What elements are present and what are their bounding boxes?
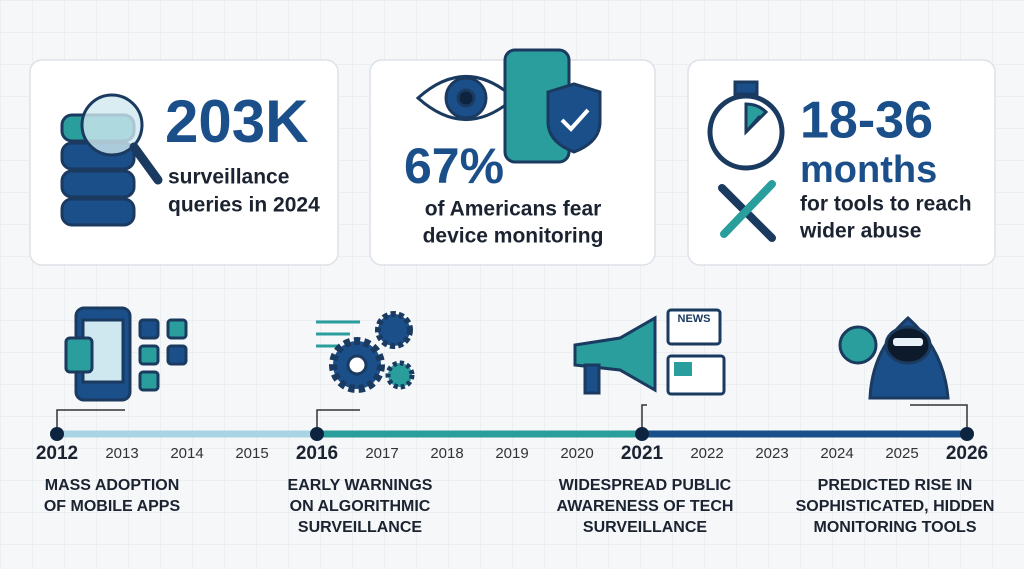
hacker-icon	[838, 315, 950, 400]
stat-value: 203K	[165, 88, 308, 155]
connector	[910, 404, 968, 434]
stat-value: 18-36	[800, 92, 933, 150]
milestone-label: SURVEILLANCE	[298, 519, 422, 536]
eye-phone-icon	[415, 48, 602, 164]
database-icon	[60, 93, 163, 227]
stat-text: device monitoring	[423, 225, 604, 248]
year-label: 2024	[820, 445, 853, 462]
year-label: 2026	[946, 443, 988, 464]
stat-value: 67%	[404, 138, 504, 194]
year-label: 2014	[170, 445, 203, 462]
year-label: 2022	[690, 445, 723, 462]
year-label: 2025	[885, 445, 918, 462]
year-label: 2017	[365, 445, 398, 462]
stat-text: surveillance	[168, 166, 289, 189]
connector	[641, 404, 647, 434]
year-label: 2013	[105, 445, 138, 462]
milestone-dot	[310, 427, 324, 441]
year-label: 2020	[560, 445, 593, 462]
timeline: 2012 2013 2014 2015 2016 2017 2018 2019 2020 2021…	[36, 404, 995, 536]
gears-icon	[316, 311, 415, 393]
milestone-label: EARLY WARNINGS	[288, 477, 433, 494]
megaphone-news-icon: NEWS	[573, 308, 726, 396]
milestone-label: WIDESPREAD PUBLIC	[559, 477, 732, 494]
year-label: 2015	[235, 445, 268, 462]
milestone-dot	[960, 427, 974, 441]
milestone-label: AWARENESS OF TECH	[557, 498, 734, 515]
milestone-label: MONITORING TOOLS	[814, 519, 977, 536]
year-label: 2016	[296, 443, 338, 464]
stat-text: wider abuse	[799, 220, 921, 243]
year-label: 2021	[621, 443, 664, 464]
year-label: 2023	[755, 445, 788, 462]
milestone-label: OF MOBILE APPS	[44, 498, 181, 515]
news-text: NEWS	[678, 313, 711, 325]
connector	[316, 409, 360, 434]
milestone-dot	[50, 427, 64, 441]
stat-text: of Americans fear	[425, 198, 602, 221]
year-label: 2018	[430, 445, 463, 462]
milestone-label: ON ALGORITHMIC	[290, 498, 431, 515]
milestone-label: SOPHISTICATED, HIDDEN	[796, 498, 995, 515]
stat-text: for tools to reach	[800, 193, 972, 216]
stat-text: months	[800, 149, 937, 191]
milestone-dot	[635, 427, 649, 441]
milestone-label: PREDICTED RISE IN	[818, 477, 973, 494]
milestone-label: SURVEILLANCE	[583, 519, 707, 536]
year-label: 2019	[495, 445, 528, 462]
year-label: 2012	[36, 443, 78, 464]
stopwatch-icon	[707, 80, 785, 242]
stat-text: queries in 2024	[168, 194, 320, 217]
milestone-label: MASS ADOPTION	[45, 477, 180, 494]
phone-apps-icon	[64, 306, 188, 402]
connector	[56, 409, 125, 434]
